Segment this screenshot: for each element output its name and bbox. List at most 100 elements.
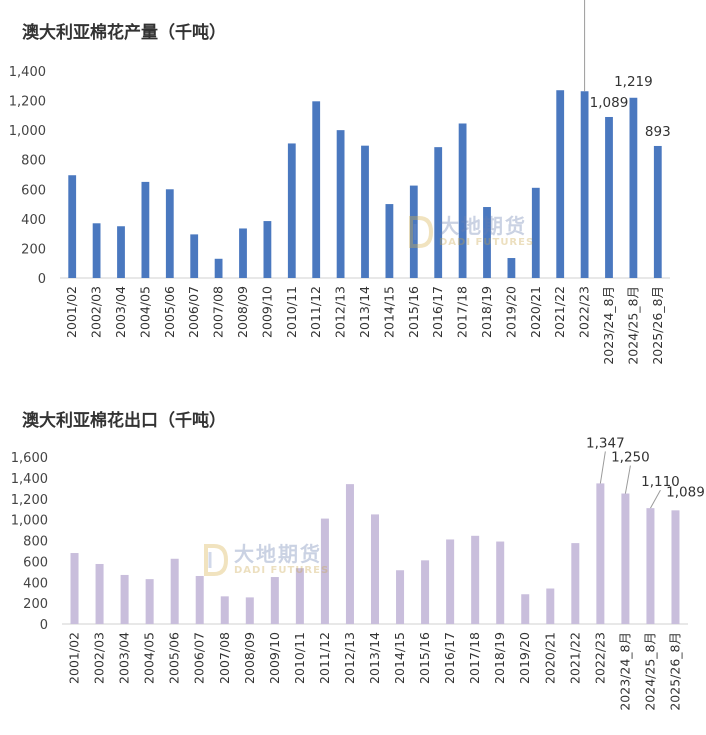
- x-tick-label: 2022/23: [592, 632, 607, 684]
- bar: [165, 189, 174, 278]
- x-tick-label: 2017/18: [467, 632, 482, 684]
- x-tick-label: 2008/09: [235, 286, 250, 338]
- bar: [320, 518, 329, 624]
- bar: [68, 175, 77, 278]
- label-leader-line: [650, 489, 661, 509]
- bar: [629, 97, 638, 278]
- y-tick-label: 1,600: [11, 451, 48, 466]
- bar: [531, 187, 540, 278]
- x-tick-label: 2024/25_8月: [625, 286, 640, 365]
- bar: [421, 560, 430, 624]
- bar: [70, 553, 79, 624]
- bar: [396, 570, 405, 624]
- x-tick-label: 2015/16: [417, 632, 432, 684]
- y-tick-label: 400: [21, 213, 46, 228]
- bar: [521, 594, 530, 624]
- bar: [471, 535, 480, 624]
- bar: [120, 574, 129, 624]
- x-tick-label: 2025/26_8月: [667, 632, 682, 711]
- x-tick-label: 2014/15: [381, 286, 396, 338]
- export-chart: 澳大利亚棉花出口（千吨） 0 200 400 600 800 1,000 1,200 1,40…: [0, 390, 706, 735]
- bar: [239, 228, 247, 278]
- bar: [95, 563, 104, 624]
- x-tick-label: 2015/16: [406, 286, 421, 338]
- bar: [621, 493, 630, 624]
- bar: [605, 116, 613, 278]
- x-tick-label: 2021/22: [567, 632, 582, 684]
- y-tick-label: 200: [23, 597, 48, 612]
- production-chart: 澳大利亚棉花产量（千吨） 0 200 400 600 800 1,000 1,200 1,40…: [9, 0, 671, 365]
- watermark-en: DADI FUTURES: [234, 565, 330, 576]
- x-tick-label: 2017/18: [455, 286, 470, 338]
- export-chart-plot: 0 200 400 600 800 1,000 1,200 1,400 1,600 2001/02…: [11, 435, 705, 711]
- y-tick-label: 200: [21, 242, 46, 257]
- x-tick-label: 2006/07: [186, 286, 201, 338]
- bar: [220, 596, 229, 624]
- bar: [483, 207, 491, 278]
- export-chart-title: 澳大利亚棉花出口（千吨）: [22, 411, 226, 431]
- y-tick-label: 0: [38, 272, 46, 287]
- x-tick-label: 2006/07: [192, 632, 207, 684]
- bar: [385, 204, 394, 278]
- data-label: 893: [645, 124, 671, 140]
- x-tick-label: 2013/14: [367, 632, 382, 684]
- x-tick-label: 2012/13: [342, 632, 357, 684]
- watermark-en: DADI FUTURES: [439, 237, 535, 248]
- bar: [653, 145, 662, 278]
- x-tick-label: 2020/21: [542, 632, 557, 684]
- bar: [580, 91, 589, 278]
- bar: [195, 575, 204, 624]
- bar: [507, 258, 516, 278]
- bar: [295, 568, 304, 624]
- x-tick-label: 2023/24_8月: [601, 286, 616, 365]
- bar: [556, 90, 565, 278]
- y-tick-label: 1,000: [9, 124, 46, 139]
- bar: [190, 234, 199, 278]
- bar: [287, 143, 296, 278]
- bar: [496, 541, 505, 624]
- x-tick-label: 2003/04: [113, 286, 128, 338]
- bar: [434, 147, 443, 278]
- x-tick-label: 2024/25_8月: [642, 632, 657, 711]
- dadi-logo-icon: [204, 544, 229, 576]
- bar: [370, 514, 380, 624]
- x-tick-label: 2018/19: [479, 286, 494, 338]
- y-tick-label: 600: [23, 555, 48, 570]
- x-tick-label: 2004/05: [142, 632, 157, 684]
- data-label: 1,347: [586, 435, 625, 451]
- bar: [170, 558, 179, 624]
- x-tick-label: 2011/12: [308, 286, 323, 338]
- x-tick-label: 2023/24_8月: [617, 632, 632, 711]
- bar: [361, 145, 369, 278]
- production-chart-title: 澳大利亚棉花产量（千吨）: [22, 23, 226, 43]
- x-tick-label: 2019/20: [503, 286, 518, 338]
- y-tick-label: 0: [40, 618, 48, 633]
- x-tick-label: 2007/08: [217, 632, 232, 684]
- x-tick-label: 2016/17: [442, 632, 457, 684]
- y-tick-label: 800: [23, 535, 48, 550]
- bar: [312, 101, 321, 278]
- data-label: 1,110: [641, 474, 680, 490]
- x-tick-label: 2014/15: [392, 632, 407, 684]
- x-tick-label: 2020/21: [528, 286, 543, 338]
- bar: [245, 597, 254, 624]
- watermark-cn: 大地期货: [439, 214, 527, 238]
- bar: [270, 577, 279, 624]
- y-tick-label: 600: [21, 183, 46, 198]
- bar: [263, 221, 272, 278]
- data-label: 1,089: [666, 484, 705, 500]
- watermark-1: 大地期货 DADI FUTURES: [405, 214, 534, 250]
- y-tick-label: 400: [23, 576, 48, 591]
- label-leader-line: [599, 451, 606, 484]
- x-tick-label: 2004/05: [137, 286, 152, 338]
- x-tick-label: 2002/03: [89, 286, 104, 338]
- watermark-2: 大地期货 DADI FUTURES: [200, 542, 329, 578]
- x-tick-label: 2005/06: [162, 286, 177, 338]
- y-tick-label: 1,000: [11, 514, 48, 529]
- x-tick-label: 2010/11: [292, 632, 307, 684]
- x-tick-label: 2022/23: [577, 286, 592, 338]
- x-tick-label: 2001/02: [67, 632, 82, 684]
- bar: [596, 483, 605, 624]
- data-label: 1,219: [614, 74, 653, 90]
- x-tick-label: 2003/04: [117, 632, 132, 684]
